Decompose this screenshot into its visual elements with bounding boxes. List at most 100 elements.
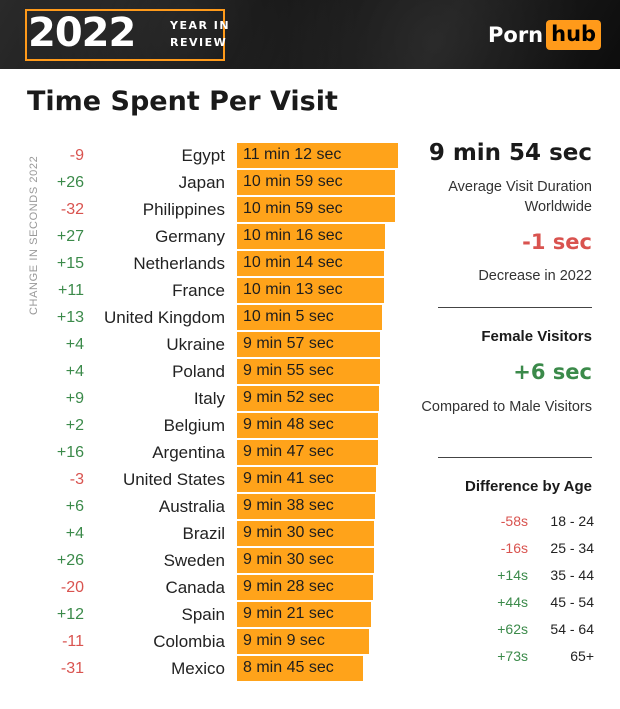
age-group-label: 35 - 44 (550, 567, 594, 583)
country-label: Canada (165, 578, 225, 597)
female-visitors-value: +6 sec (513, 360, 592, 384)
change-label: -20 (60, 579, 84, 596)
bar-value-label: 10 min 13 sec (243, 281, 343, 298)
bar-value-label: 9 min 38 sec (243, 497, 334, 514)
chart-row: +11 France 10 min 13 sec (0, 278, 420, 305)
country-label: Australia (158, 497, 225, 516)
bar (237, 332, 381, 357)
change-label: -32 (60, 201, 84, 218)
year-text: 2022 (28, 10, 136, 56)
bar (237, 170, 395, 195)
country-label: Brazil (182, 524, 225, 543)
country-label: Japan (178, 173, 225, 192)
chart-row: +2 Belgium 9 min 48 sec (0, 413, 420, 440)
age-difference-title: Difference by Age (465, 478, 592, 495)
decrease-value: -1 sec (522, 230, 592, 254)
country-label: Ukraine (166, 335, 225, 354)
age-difference-value: +73s (497, 648, 528, 664)
site-logo: Porn hub (488, 19, 602, 51)
bar (237, 440, 378, 465)
bar (237, 413, 378, 438)
country-label: Sweden (163, 551, 225, 570)
age-row: -58s 18 - 24 (470, 508, 595, 535)
country-label: Italy (193, 389, 225, 408)
average-duration-label: Average Visit Duration Worldwide (448, 179, 592, 215)
chart-row: +9 Italy 9 min 52 sec (0, 386, 420, 413)
divider (438, 307, 592, 308)
chart-row: +12 Spain 9 min 21 sec (0, 602, 420, 629)
age-row: -16s 25 - 34 (470, 535, 595, 562)
decrease-label: Decrease in 2022 (478, 268, 592, 284)
change-label: +6 (65, 498, 84, 515)
bar-value-label: 10 min 59 sec (243, 200, 343, 217)
change-label: +11 (58, 282, 84, 299)
change-label: -11 (62, 633, 84, 650)
bar (237, 278, 384, 303)
age-difference-value: +44s (497, 594, 528, 610)
country-label: Poland (172, 362, 225, 381)
bar (237, 197, 395, 222)
country-label: Germany (155, 227, 225, 246)
bar-value-label: 9 min 28 sec (243, 578, 334, 595)
bar-value-label: 8 min 45 sec (243, 659, 334, 676)
bar (237, 467, 377, 492)
age-group-label: 18 - 24 (550, 513, 594, 529)
country-label: Egypt (181, 146, 225, 165)
bar (237, 548, 374, 573)
bar-value-label: 9 min 30 sec (243, 524, 334, 541)
change-label: +4 (65, 336, 84, 353)
change-label: -3 (69, 471, 84, 488)
change-label: +13 (56, 309, 84, 326)
chart-row: +4 Brazil 9 min 30 sec (0, 521, 420, 548)
country-label: United Kingdom (104, 308, 225, 327)
logo-right-text: hub (546, 20, 602, 50)
change-label: +12 (56, 606, 84, 623)
country-label: Colombia (153, 632, 225, 651)
bar-value-label: 9 min 30 sec (243, 551, 334, 568)
change-label: +27 (56, 228, 84, 245)
country-label: Belgium (163, 416, 225, 435)
chart-row: -20 Canada 9 min 28 sec (0, 575, 420, 602)
change-label: +9 (65, 390, 84, 407)
country-label: Netherlands (133, 254, 225, 273)
bar (237, 305, 382, 330)
age-difference-value: +62s (497, 621, 528, 637)
bar (237, 629, 369, 654)
chart-row: +4 Ukraine 9 min 57 sec (0, 332, 420, 359)
change-label: -9 (69, 147, 84, 164)
age-row: +44s 45 - 54 (470, 589, 595, 616)
change-label: +4 (65, 363, 84, 380)
age-group-label: 54 - 64 (550, 621, 594, 637)
bar (237, 143, 398, 168)
chart-row: +26 Sweden 9 min 30 sec (0, 548, 420, 575)
divider (438, 457, 592, 458)
page-title: Time Spent Per Visit (27, 86, 338, 117)
age-group-label: 45 - 54 (550, 594, 594, 610)
bar (237, 602, 372, 627)
bar-value-label: 10 min 5 sec (243, 308, 334, 325)
age-row: +14s 35 - 44 (470, 562, 595, 589)
country-label: Argentina (152, 443, 225, 462)
chart-row: -9 Egypt 11 min 12 sec (0, 143, 420, 170)
female-visitors-title: Female Visitors (481, 328, 592, 345)
age-difference-value: -16s (500, 540, 528, 556)
header-texture (0, 0, 620, 69)
age-row: +73s 65+ (470, 643, 595, 670)
chart-row: +6 Australia 9 min 38 sec (0, 494, 420, 521)
bar-value-label: 9 min 47 sec (243, 443, 334, 460)
bar-value-label: 10 min 16 sec (243, 227, 343, 244)
female-visitors-label: Compared to Male Visitors (421, 399, 592, 415)
age-difference-value: +14s (497, 567, 528, 583)
age-difference-value: -58s (500, 513, 528, 529)
bar (237, 656, 363, 681)
chart-row: +16 Argentina 9 min 47 sec (0, 440, 420, 467)
country-label: United States (122, 470, 225, 489)
chart-row: +15 Netherlands 10 min 14 sec (0, 251, 420, 278)
age-group-label: 65+ (570, 648, 594, 664)
bar-value-label: 10 min 14 sec (243, 254, 343, 271)
chart-row: -3 United States 9 min 41 sec (0, 467, 420, 494)
average-duration-value: 9 min 54 sec (428, 140, 592, 166)
bar-value-label: 9 min 41 sec (243, 470, 334, 487)
bar-value-label: 9 min 9 sec (243, 632, 325, 649)
change-label: +26 (56, 174, 84, 191)
